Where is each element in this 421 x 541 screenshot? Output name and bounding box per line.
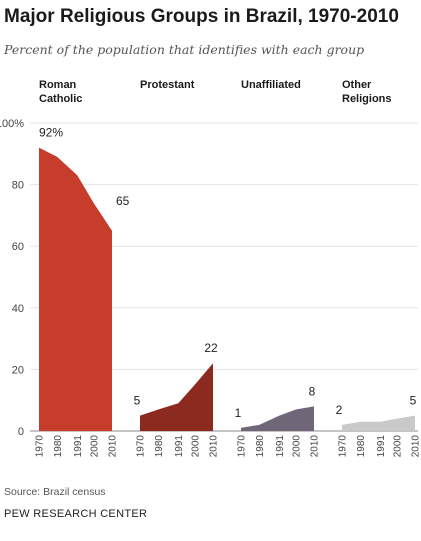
x-tick-label: 1980 (154, 435, 165, 458)
start-label-roman-catholic: 92% (39, 126, 63, 140)
start-label-protestant: 5 (134, 394, 141, 408)
end-label-roman-catholic: 65 (116, 194, 130, 208)
x-tick-label: 1991 (376, 435, 387, 458)
x-tick-label: 2000 (291, 435, 302, 458)
x-tick-label: 2000 (190, 435, 201, 458)
chart-subtitle: Percent of the population that identifie… (4, 42, 365, 57)
area-chart: 100% 80 60 40 20 0 Roman Catholic 92% 65 1970 1980 1… (0, 79, 421, 458)
x-tick-label: 1991 (174, 435, 185, 458)
end-label-other-religions: 5 (410, 394, 417, 408)
area-other-religions (342, 415, 415, 431)
x-tick-label: 1970 (35, 435, 46, 458)
x-tick-label: 2010 (411, 435, 421, 458)
x-tick-label: 1970 (237, 435, 248, 458)
end-label-protestant: 22 (204, 341, 218, 355)
end-label-unaffiliated: 8 (309, 384, 316, 398)
x-tick-label: 1991 (275, 435, 286, 458)
y-tick-label: 20 (12, 364, 24, 376)
y-tick-label: 80 (12, 180, 24, 192)
series-label-protestant: Protestant (140, 79, 195, 91)
org-credit: PEW RESEARCH CENTER (4, 508, 148, 520)
y-tick-label: 60 (12, 241, 24, 253)
x-tick-label: 2000 (89, 435, 100, 458)
x-tick-label: 1991 (73, 435, 84, 458)
x-tick-label: 1970 (338, 435, 349, 458)
series-label-roman-catholic: Roman (39, 79, 77, 91)
x-tick-label: 2010 (209, 435, 220, 458)
series-label-roman-catholic: Catholic (39, 93, 82, 105)
x-tick-label: 2010 (108, 435, 119, 458)
x-tick-label: 2000 (392, 435, 403, 458)
x-tick-label: 1980 (356, 435, 367, 458)
x-tick-label: 1980 (53, 435, 64, 458)
y-tick-label: 40 (12, 303, 24, 315)
area-unaffiliated (241, 406, 314, 431)
series-label-other-religions: Other (342, 79, 372, 91)
y-tick-label: 0 (18, 426, 24, 438)
area-protestant (140, 363, 213, 431)
series-label-unaffiliated: Unaffiliated (241, 79, 301, 91)
chart-title: Major Religious Groups in Brazil, 1970-2… (4, 6, 399, 27)
y-tick-label: 100% (0, 118, 24, 130)
start-label-other-religions: 2 (336, 403, 343, 417)
x-tick-label: 2010 (310, 435, 321, 458)
area-roman-catholic (39, 147, 112, 431)
start-label-unaffiliated: 1 (235, 406, 242, 420)
x-tick-label: 1970 (136, 435, 147, 458)
x-tick-label: 1980 (255, 435, 266, 458)
series-label-other-religions: Religions (342, 93, 392, 105)
source-note: Source: Brazil census (4, 486, 106, 498)
